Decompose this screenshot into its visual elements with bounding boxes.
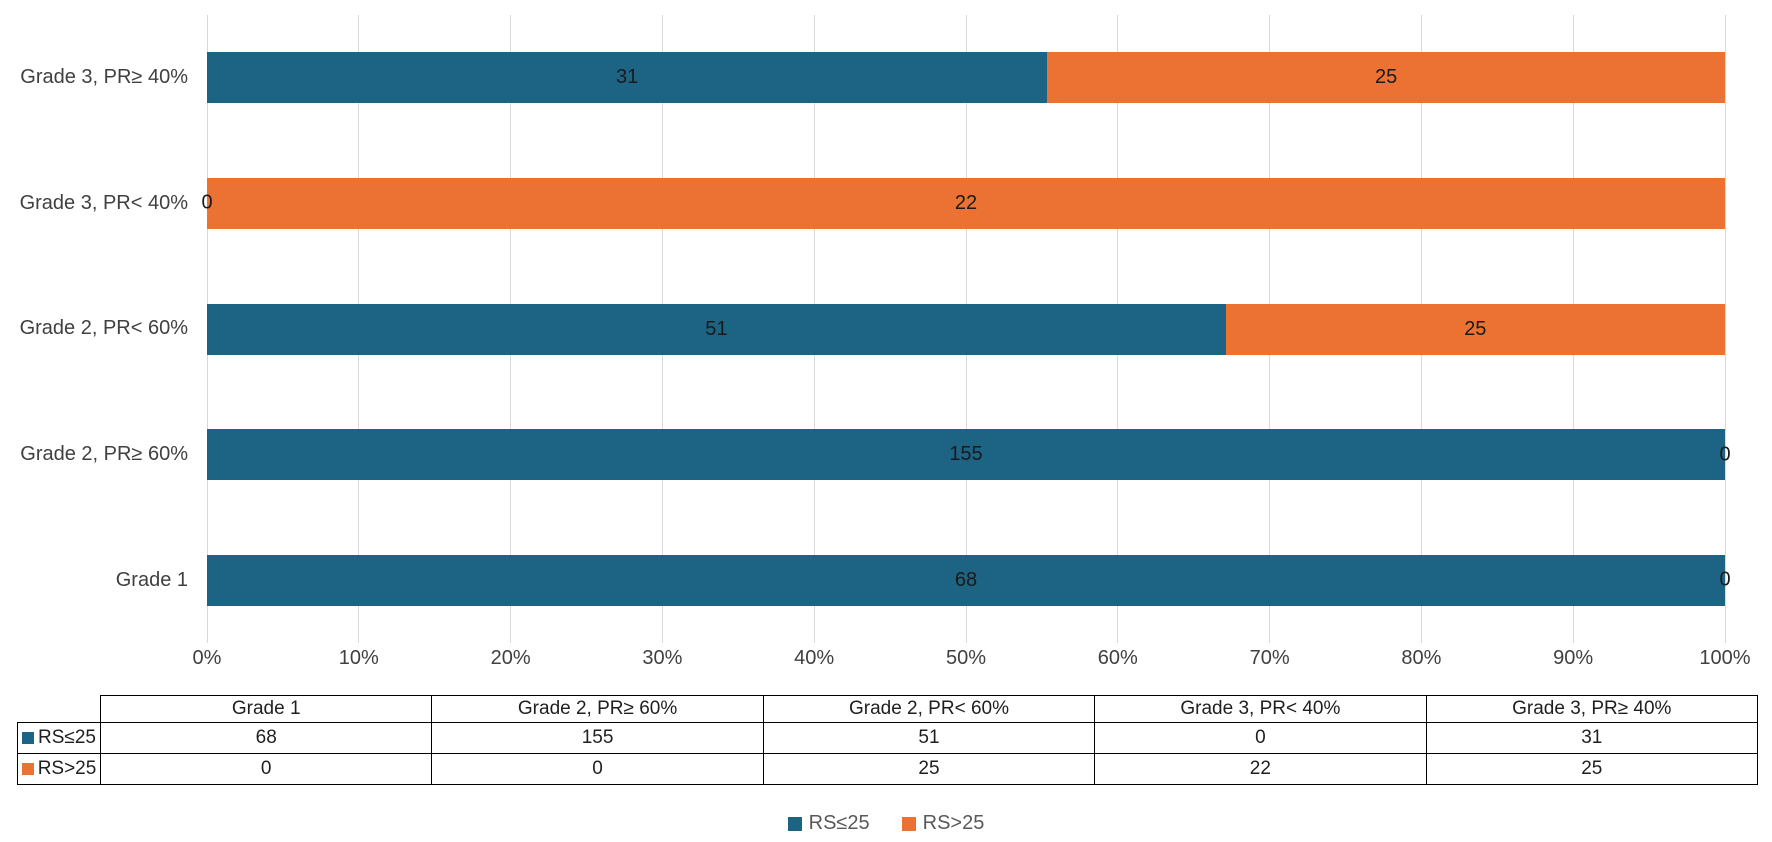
x-tick-label: 10%: [338, 647, 379, 669]
table-value-cell: 68: [99, 722, 433, 754]
legend-swatch-icon: [901, 816, 916, 831]
category-label: Grade 3, PR< 40%: [19, 191, 188, 214]
x-tick-label: 30%: [642, 647, 683, 669]
table-header-cell: Grade 2, PR≥ 60%: [431, 695, 764, 723]
category-label: Grade 1: [115, 568, 188, 591]
legend-item: RS>25: [901, 812, 985, 835]
bar-value-label: 22: [954, 191, 978, 214]
x-tick-label: 0%: [192, 647, 222, 669]
gridline: [1724, 15, 1726, 643]
bar-segment-rs-le25: 155: [207, 429, 1725, 481]
table-corner-cell: [18, 696, 101, 723]
x-tick-label: 60%: [1097, 647, 1138, 669]
table-row: RS>25 0 0 25 22 25: [17, 753, 1759, 785]
bar-value-label: 31: [616, 66, 639, 89]
table-header-cell: Grade 3, PR< 40%: [1094, 695, 1427, 723]
table-value-cell: 0: [99, 753, 433, 785]
category-label: Grade 3, PR≥ 40%: [20, 66, 188, 89]
x-tick-label: 20%: [490, 647, 531, 669]
bar-row: 31 25: [207, 52, 1725, 104]
bar-value-label: 155: [949, 443, 983, 466]
table-row-label: RS>25: [17, 753, 101, 785]
table-header-cell: Grade 3, PR≥ 40%: [1425, 695, 1759, 723]
bar-row: 68 0: [207, 554, 1731, 606]
table-header-cell: Grade 1: [99, 695, 433, 723]
bar-value-label: 51: [705, 317, 728, 340]
category-axis: Grade 3, PR≥ 40% Grade 3, PR< 40% Grade 2,…: [0, 15, 188, 643]
series-swatch-icon: [21, 763, 34, 775]
table-value-cell: 0: [1094, 722, 1427, 754]
x-tick-label: 50%: [945, 647, 987, 669]
bar-value-label: 25: [1375, 66, 1398, 89]
bar-segment-rs-gt25: 25: [1047, 52, 1725, 104]
chart-data-table: Grade 1 Grade 2, PR≥ 60% Grade 2, PR< 60% G…: [17, 695, 1759, 785]
x-tick-label: 40%: [794, 647, 835, 669]
x-tick-label: 80%: [1401, 647, 1442, 669]
legend-item: RS≤25: [787, 812, 870, 835]
category-label: Grade 2, PR≥ 60%: [20, 443, 188, 466]
bar-row: 0 22: [201, 177, 1725, 229]
legend-label: RS>25: [922, 812, 985, 834]
x-tick-label: 70%: [1249, 647, 1290, 669]
bar-segment-rs-gt25: 22: [207, 177, 1725, 229]
x-axis: 0% 10% 20% 30% 40% 50% 60% 70% 80% 90% 100%: [193, 647, 1751, 673]
table-value-cell: 25: [1425, 753, 1759, 785]
bar-value-label-zero: 0: [201, 191, 213, 214]
chart-data-table-wrap: Grade 1 Grade 2, PR≥ 60% Grade 2, PR< 60% G…: [17, 695, 1759, 785]
bar-value-label: 68: [954, 568, 978, 591]
bar-segment-rs-le25: 68: [207, 554, 1725, 606]
legend: RS≤25 RS>25: [0, 812, 1772, 835]
table-row: RS≤25 68 155 51 0 31: [17, 722, 1759, 754]
bar-row: 155 0: [207, 429, 1731, 481]
legend-label: RS≤25: [808, 812, 870, 834]
table-value-cell: 0: [431, 753, 764, 785]
table-header-cell: Grade 2, PR< 60%: [762, 695, 1096, 723]
bar-segment-rs-le25: 51: [207, 303, 1226, 355]
plot-area: 31 25 0 22 51 25 155 0 68 0: [201, 15, 1731, 643]
bar-value-label-zero: 0: [1719, 568, 1731, 591]
bar-row: 51 25: [207, 303, 1725, 355]
legend-swatch-icon: [787, 816, 802, 831]
table-value-cell: 155: [431, 722, 764, 754]
table-value-cell: 22: [1094, 753, 1427, 785]
table-value-cell: 31: [1425, 722, 1759, 754]
table-row-label: RS≤25: [17, 722, 101, 754]
series-swatch-icon: [22, 732, 35, 744]
bar-value-label-zero: 0: [1719, 443, 1731, 466]
x-tick-label: 100%: [1699, 647, 1751, 669]
bar-segment-rs-le25: 31: [207, 52, 1048, 104]
table-value-cell: 51: [762, 722, 1096, 754]
table-value-cell: 25: [762, 753, 1096, 785]
category-label: Grade 2, PR< 60%: [19, 317, 188, 340]
bar-segment-rs-gt25: 25: [1225, 303, 1725, 355]
bar-value-label: 25: [1464, 317, 1487, 340]
x-tick-label: 90%: [1553, 647, 1594, 669]
